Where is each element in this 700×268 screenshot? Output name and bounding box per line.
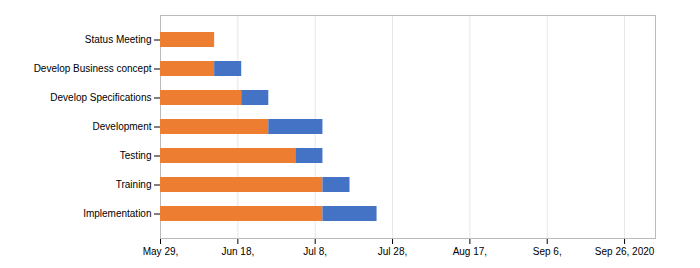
svg-text:Sep 6,: Sep 6, xyxy=(533,246,562,257)
svg-text:Develop Specifications: Develop Specifications xyxy=(50,92,151,103)
svg-text:Jul 28,: Jul 28, xyxy=(378,246,407,257)
svg-text:Develop Business concept: Develop Business concept xyxy=(34,63,152,74)
svg-text:Status Meeting: Status Meeting xyxy=(85,34,152,45)
svg-text:Implementation: Implementation xyxy=(83,208,151,219)
svg-text:May 29,: May 29, xyxy=(143,246,179,257)
svg-text:Testing: Testing xyxy=(120,150,152,161)
svg-text:Training: Training xyxy=(116,179,152,190)
svg-text:Jul 8,: Jul 8, xyxy=(303,246,327,257)
svg-text:Aug 17,: Aug 17, xyxy=(453,246,487,257)
svg-text:Jun 18,: Jun 18, xyxy=(221,246,254,257)
svg-text:Development: Development xyxy=(93,121,152,132)
svg-text:Sep 26, 2020: Sep 26, 2020 xyxy=(595,246,655,257)
